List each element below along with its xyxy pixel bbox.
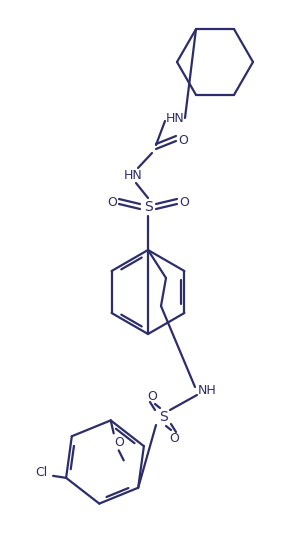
Text: HN: HN [166, 112, 184, 124]
Text: O: O [179, 196, 189, 209]
Text: S: S [159, 410, 167, 424]
Text: O: O [147, 390, 157, 403]
Text: S: S [144, 200, 152, 214]
Text: HN: HN [123, 168, 142, 181]
Text: O: O [107, 196, 117, 209]
Text: O: O [178, 134, 188, 147]
Text: O: O [169, 432, 179, 445]
Text: NH: NH [198, 384, 216, 397]
Text: Cl: Cl [35, 467, 47, 480]
Text: O: O [114, 436, 124, 449]
